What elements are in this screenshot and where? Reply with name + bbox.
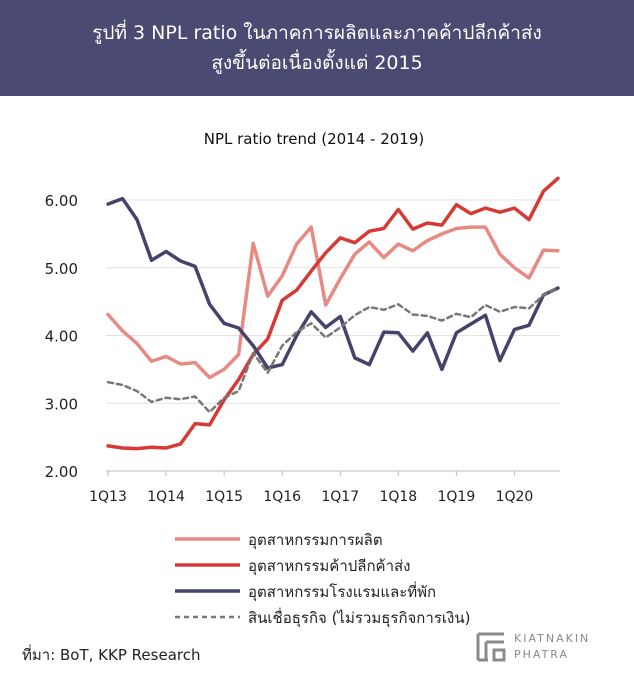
header-line-2: สูงขึ้นต่อเนื่องตั้งแต่ 2015	[211, 52, 423, 74]
legend: อุตสาหกรรมการผลิตอุตสาหกรรมค้าปลีกค้าส่ง…	[175, 531, 470, 628]
x-tick-label: 1Q17	[321, 489, 359, 505]
y-axis: 2.00 3.00 4.00 5.00 6.00	[45, 192, 78, 481]
series-1-points	[108, 178, 559, 449]
kiatnakin-phatra-logo: KIATNAKIN PHATRA	[474, 628, 624, 668]
legend-label-3: สินเชื่อธุรกิจ (ไม่รวมธุรกิจการเงิน)	[248, 607, 470, 628]
x-axis: 1Q13 1Q14 1Q15 1Q16 1Q17 1Q18 1Q19 1Q20	[89, 470, 560, 505]
y-tick-label: 3.00	[45, 395, 78, 413]
logo-mark-icon	[476, 632, 506, 662]
legend-label-0: อุตสาหกรรมการผลิต	[248, 531, 383, 550]
y-tick-label: 6.00	[45, 192, 78, 210]
x-tick-label: 1Q19	[438, 489, 476, 505]
chart-title: NPL ratio trend (2014 - 2019)	[204, 130, 425, 148]
series-0-points	[108, 227, 559, 378]
x-tick-label: 1Q20	[496, 489, 534, 505]
y-tick-label: 2.00	[45, 463, 78, 481]
source-note: ที่มา: BoT, KKP Research	[22, 646, 201, 664]
legend-label-1: อุตสาหกรรมค้าปลีกค้าส่ง	[248, 557, 411, 576]
npl-line-chart: NPL ratio trend (2014 - 2019) 2.00 3.00 4.…	[45, 130, 560, 628]
series-2-points	[108, 198, 559, 370]
series-line-1	[106, 176, 560, 451]
y-tick-label: 4.00	[45, 328, 78, 346]
chart-header: รูปที่ 3 NPL ratio ในภาคการผลิตและภาคค้า…	[0, 0, 634, 96]
series-line-3	[106, 286, 560, 414]
legend-label-2: อุตสาหกรรมโรงแรมและที่พัก	[248, 581, 436, 602]
x-tick-label: 1Q14	[147, 489, 185, 505]
logo-text-line1: KIATNAKIN	[514, 632, 591, 645]
logo-text-line2: PHATRA	[514, 648, 570, 661]
header-line-1: รูปที่ 3 NPL ratio ในภาคการผลิตและภาคค้า…	[92, 22, 542, 44]
x-tick-label: 1Q13	[89, 489, 127, 505]
x-tick-label: 1Q15	[205, 489, 243, 505]
chart-area: NPL ratio trend (2014 - 2019) 2.00 3.00 4.…	[0, 96, 634, 683]
x-tick-label: 1Q16	[263, 489, 301, 505]
series-line-0	[106, 225, 560, 380]
x-tick-label: 1Q18	[379, 489, 417, 505]
series-lines	[106, 176, 560, 451]
y-tick-label: 5.00	[45, 260, 78, 278]
series-line-2	[106, 196, 560, 372]
